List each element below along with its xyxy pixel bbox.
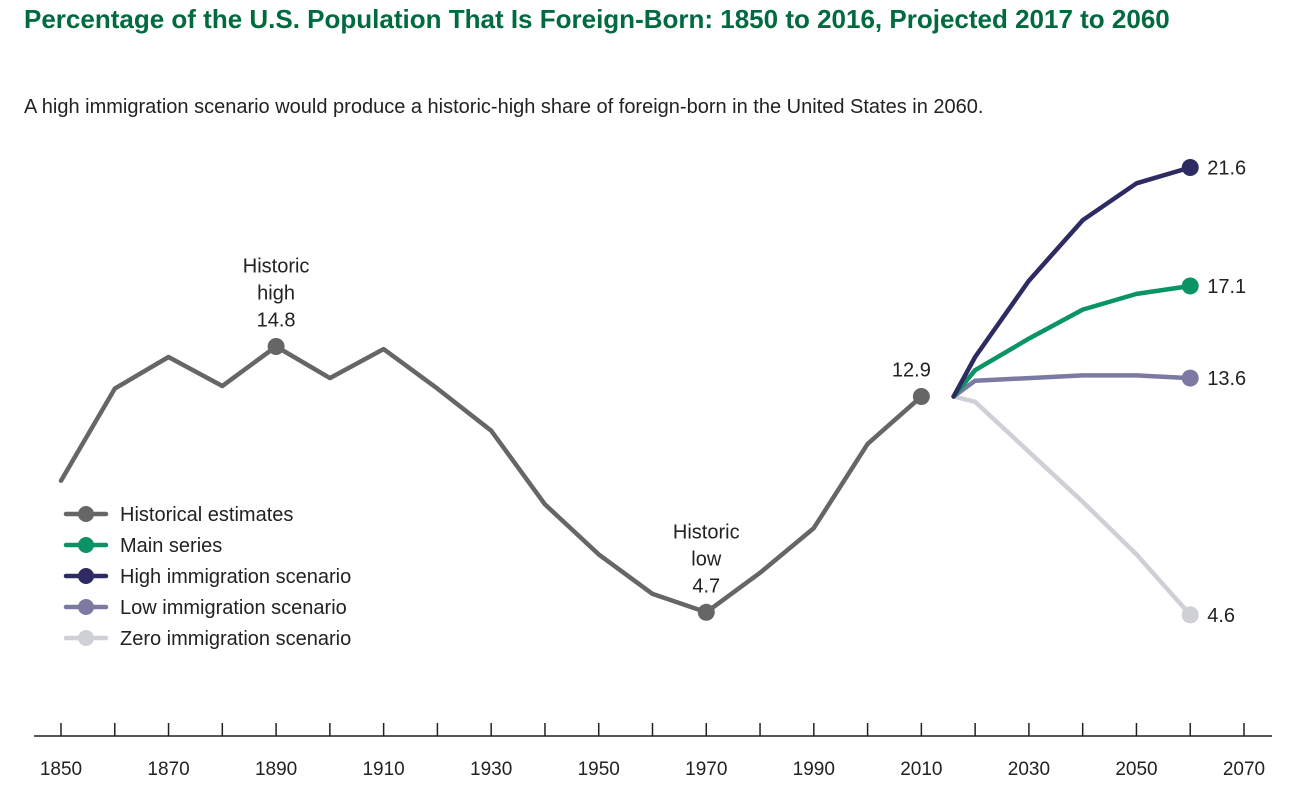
x-tick-label: 1850 bbox=[40, 759, 82, 780]
annotation-label: Historic bbox=[243, 255, 310, 277]
legend-swatch-marker bbox=[78, 630, 94, 646]
series-line-low-immigration-scenario bbox=[951, 373, 1193, 399]
annotation-label: 4.7 bbox=[692, 575, 720, 597]
x-tick-label: 2030 bbox=[1008, 759, 1050, 780]
end-marker-zero-immigration-scenario bbox=[1181, 606, 1199, 624]
legend-swatch-marker bbox=[78, 599, 94, 615]
annotation-marker bbox=[912, 387, 930, 405]
annotation-marker bbox=[267, 337, 285, 355]
series-line-historical-estimates bbox=[58, 344, 924, 615]
x-tick-label: 2050 bbox=[1115, 759, 1157, 780]
x-tick-label: 1950 bbox=[578, 759, 620, 780]
legend-label-historical-estimates: Historical estimates bbox=[120, 504, 293, 526]
x-tick-label: 1870 bbox=[147, 759, 189, 780]
annotation-label: Historic bbox=[673, 521, 740, 543]
annotation-label: 14.8 bbox=[257, 309, 296, 331]
x-tick-label: 2070 bbox=[1223, 759, 1265, 780]
chart-title: Percentage of the U.S. Population That I… bbox=[24, 4, 1170, 34]
annotation-marker bbox=[697, 603, 715, 621]
end-marker-high-immigration-scenario bbox=[1181, 159, 1199, 177]
annotation-label: low bbox=[691, 548, 722, 570]
series-line-zero-immigration-scenario bbox=[951, 394, 1193, 618]
end-marker-main-series bbox=[1181, 277, 1199, 295]
end-label-high-immigration-scenario: 21.6 bbox=[1207, 158, 1246, 180]
legend-swatch-marker bbox=[78, 537, 94, 553]
series-markers bbox=[267, 159, 1199, 624]
x-axis: 1850 1870 1890 1910 1930 1950 1970 1990 2010 2030… bbox=[34, 723, 1272, 780]
annotation-label: 12.9 bbox=[892, 359, 931, 381]
legend: Historical estimates Main series High immi… bbox=[63, 504, 351, 650]
legend-label-high-immigration-scenario: High immigration scenario bbox=[120, 566, 351, 588]
x-tick-label: 1970 bbox=[685, 759, 727, 780]
annotation-label: high bbox=[257, 282, 295, 304]
chart-subtitle: A high immigration scenario would produc… bbox=[24, 96, 984, 118]
legend-swatch-marker bbox=[78, 568, 94, 584]
data-labels: 21.6 17.1 13.6 4.6 Historic high 14.8 Historic l… bbox=[243, 158, 1246, 627]
end-label-zero-immigration-scenario: 4.6 bbox=[1207, 605, 1235, 627]
x-tick-label: 1990 bbox=[793, 759, 835, 780]
series-line-high-immigration-scenario bbox=[951, 165, 1193, 399]
x-tick-label: 1910 bbox=[362, 759, 404, 780]
x-tick-label: 1930 bbox=[470, 759, 512, 780]
end-label-main-series: 17.1 bbox=[1207, 276, 1246, 298]
end-label-low-immigration-scenario: 13.6 bbox=[1207, 368, 1246, 390]
legend-swatch-marker bbox=[78, 506, 94, 522]
end-marker-low-immigration-scenario bbox=[1181, 369, 1199, 387]
legend-label-low-immigration-scenario: Low immigration scenario bbox=[120, 597, 347, 619]
series-line-main-series bbox=[951, 283, 1193, 399]
legend-label-main-series: Main series bbox=[120, 535, 222, 557]
x-tick-label: 2010 bbox=[900, 759, 942, 780]
x-tick-label: 1890 bbox=[255, 759, 297, 780]
series-lines bbox=[58, 165, 1193, 618]
legend-label-zero-immigration-scenario: Zero immigration scenario bbox=[120, 628, 351, 650]
